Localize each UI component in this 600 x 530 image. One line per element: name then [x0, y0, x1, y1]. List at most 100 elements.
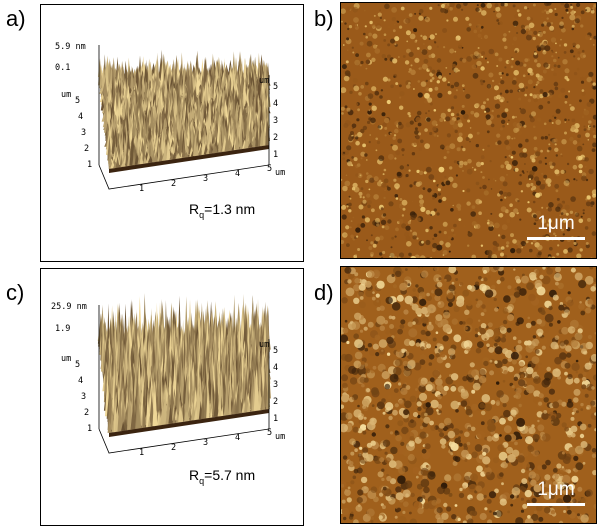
afm-grain [512, 80, 517, 85]
afm-grain [394, 134, 396, 136]
afm-grain [356, 103, 358, 105]
afm-grain [387, 187, 391, 191]
afm-grain [364, 10, 366, 12]
afm-grain [390, 39, 395, 44]
afm-grain [545, 163, 547, 165]
afm-grain [444, 231, 447, 234]
afm-grain [582, 89, 585, 92]
afm-grain [580, 248, 583, 251]
afm-grain [349, 25, 352, 28]
afm-grain [506, 245, 509, 248]
afm-grain [402, 200, 408, 206]
afm-grain [384, 127, 387, 130]
afm-grain [447, 83, 450, 86]
afm-grain [472, 221, 477, 226]
afm-grain [346, 243, 350, 247]
afm-grain [456, 174, 458, 176]
afm-grain [583, 209, 585, 211]
afm-grain [352, 7, 358, 13]
afm-grain [346, 175, 348, 177]
afm-grain [499, 83, 501, 85]
afm-grain [445, 146, 450, 151]
afm-grain [565, 9, 568, 12]
afm-grain [393, 76, 395, 78]
afm-grain [554, 184, 559, 189]
afm-grain [363, 126, 367, 130]
afm-grain [560, 39, 562, 41]
afm-grain [383, 197, 385, 199]
afm-grain [426, 18, 428, 20]
afm-grain [500, 176, 505, 181]
afm-grain [406, 236, 411, 241]
afm-grain [511, 156, 514, 159]
afm-grain [451, 106, 454, 109]
afm-grain [448, 91, 452, 95]
afm-grain [512, 151, 516, 155]
afm-grain [514, 14, 518, 18]
afm-grain [390, 236, 395, 241]
afm-grain [465, 17, 469, 21]
afm-grain [511, 58, 513, 60]
afm-grain [371, 58, 375, 62]
afm-grain [585, 35, 590, 40]
afm-grain [435, 87, 439, 91]
afm-grain [350, 198, 352, 200]
afm-grain [530, 117, 535, 122]
afm-grain [411, 215, 416, 220]
afm-grain [437, 46, 439, 48]
afm-grain [564, 51, 567, 54]
afm-grain [396, 197, 399, 200]
left-axis-tick: 1 [87, 160, 92, 170]
afm-grain [534, 52, 537, 55]
afm-grain [525, 139, 529, 143]
afm-grain [347, 28, 349, 30]
afm-grain [565, 101, 568, 104]
afm-grain [472, 205, 476, 209]
afm-grain [345, 70, 351, 76]
afm-grain [573, 165, 578, 170]
afm-grain [567, 163, 569, 165]
afm-grain [434, 134, 437, 137]
afm-grain [527, 171, 529, 173]
afm-grain [515, 128, 519, 132]
afm-grain [369, 134, 371, 136]
afm-grain [582, 50, 585, 53]
afm-grain [563, 249, 568, 254]
afm-grain [487, 84, 492, 89]
afm-grain [487, 250, 493, 256]
afm-grain [365, 217, 370, 222]
afm-grain [412, 201, 414, 203]
afm-grain [345, 105, 348, 108]
afm-grain [486, 3, 492, 8]
afm-grain [449, 166, 452, 169]
afm-grain [438, 75, 442, 79]
afm-grain [365, 180, 368, 183]
afm-grain [373, 194, 379, 200]
afm-grain [353, 23, 357, 27]
afm-grain [524, 163, 526, 165]
afm-grain [409, 170, 411, 172]
afm-grain [490, 213, 492, 215]
afm-grain [505, 156, 507, 158]
afm-grain [478, 47, 480, 49]
afm-grain [481, 3, 486, 8]
afm-grain [384, 33, 387, 36]
afm-grain [564, 119, 567, 122]
afm-grain [555, 87, 559, 91]
afm-grain [518, 244, 522, 248]
afm-grain [346, 37, 349, 40]
afm-grain [427, 46, 431, 50]
afm-grain [454, 51, 456, 53]
afm-grain [534, 59, 537, 62]
afm-grain [367, 121, 370, 124]
afm-grain [494, 223, 500, 229]
afm-grain [530, 93, 533, 96]
afm-grain [413, 88, 415, 90]
afm-grain [540, 150, 543, 153]
afm-grain [444, 120, 446, 122]
afm-grain [446, 19, 448, 21]
afm-grain [555, 143, 557, 145]
afm-grain [541, 24, 544, 27]
afm-grain [413, 140, 419, 146]
afm-grain [504, 46, 507, 49]
